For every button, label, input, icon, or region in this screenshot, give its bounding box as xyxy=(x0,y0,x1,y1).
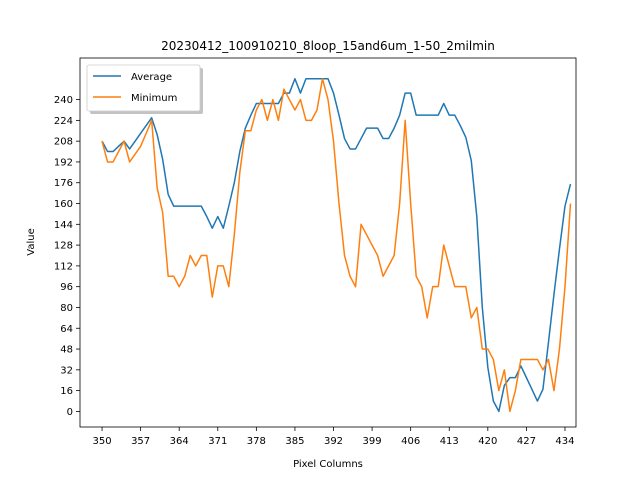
y-tick-label: 32 xyxy=(60,365,73,376)
x-tick-label: 413 xyxy=(440,436,459,447)
y-tick-label: 128 xyxy=(54,241,73,252)
y-tick-label: 208 xyxy=(54,137,73,148)
legend: Average Minimum xyxy=(86,64,203,114)
x-tick-label: 371 xyxy=(208,436,227,447)
x-tick-label: 420 xyxy=(478,436,497,447)
plot-frame xyxy=(79,57,577,428)
y-tick-label: 144 xyxy=(54,220,73,231)
minimum-series-line xyxy=(101,78,572,413)
y-tick-label: 224 xyxy=(54,116,73,127)
plot-area xyxy=(80,58,576,427)
legend-label-average: Average xyxy=(131,72,172,83)
x-axis-label: Pixel Columns xyxy=(293,459,363,470)
y-tick-label: 48 xyxy=(60,345,73,356)
x-tick-label: 392 xyxy=(324,436,343,447)
y-tick-label: 240 xyxy=(54,95,73,106)
y-tick-label: 176 xyxy=(54,178,73,189)
chart-title: 20230412_100910210_8loop_15and6um_1-50_2… xyxy=(161,39,495,53)
average-series-line xyxy=(101,78,572,413)
x-tick-label: 378 xyxy=(247,436,266,447)
x-tick-label: 427 xyxy=(517,436,536,447)
y-tick-label: 16 xyxy=(60,386,73,397)
y-tick-label: 80 xyxy=(60,303,73,314)
y-tick-label: 160 xyxy=(54,199,73,210)
x-tick-label: 385 xyxy=(285,436,304,447)
x-axis-ticks: 350 357 364 371 378 385 392 399 406 413 420 427 434 xyxy=(92,427,575,447)
legend-label-minimum: Minimum xyxy=(131,93,177,104)
y-tick-label: 96 xyxy=(60,282,73,293)
x-tick-label: 350 xyxy=(92,436,111,447)
y-tick-label: 192 xyxy=(54,157,73,168)
y-axis-label: Value xyxy=(26,228,37,255)
series-lines xyxy=(101,78,572,413)
y-tick-label: 64 xyxy=(60,324,73,335)
y-axis-ticks: 0 16 32 48 64 80 96 112 128 144 160 176 192 208 224 240 xyxy=(54,95,80,418)
x-tick-label: 364 xyxy=(170,436,189,447)
x-tick-label: 357 xyxy=(131,436,150,447)
y-tick-label: 112 xyxy=(54,261,73,272)
x-tick-label: 406 xyxy=(401,436,420,447)
x-tick-label: 434 xyxy=(555,436,574,447)
x-tick-label: 399 xyxy=(363,436,382,447)
y-tick-label: 0 xyxy=(67,407,73,418)
